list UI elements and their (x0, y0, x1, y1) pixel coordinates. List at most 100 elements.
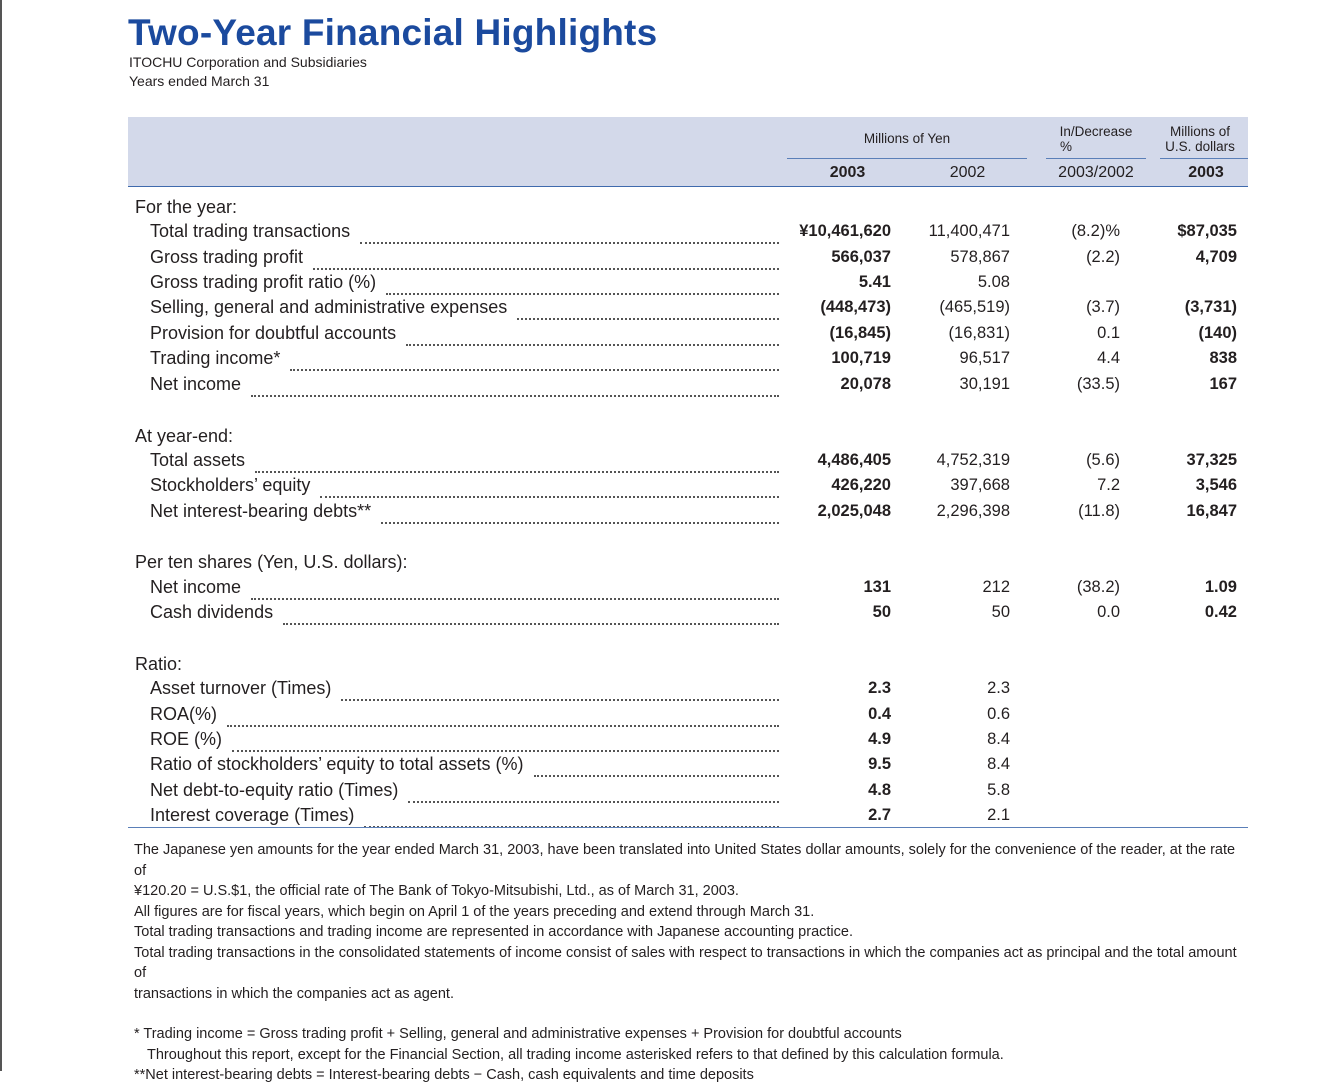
row-label: Gross trading profit (150, 247, 304, 267)
value-2002: 4,752,319 (936, 451, 1010, 469)
value-2003: 50 (872, 603, 891, 621)
value-usd: 3,546 (1195, 476, 1237, 494)
value-change: 0.1 (1097, 324, 1120, 342)
header-underline-change (1046, 158, 1146, 159)
dot-leader (251, 578, 779, 600)
value-2003: 566,037 (831, 248, 891, 266)
value-change: (11.8) (1078, 502, 1120, 520)
dot-leader (227, 705, 779, 727)
value-2003: 2.3 (868, 679, 891, 697)
value-2003: 2,025,048 (817, 502, 891, 520)
table-row: Provision for doubtful accounts (16,845) (… (150, 323, 1260, 346)
header-bottom-rule (128, 186, 1248, 187)
value-change: 7.2 (1097, 476, 1120, 494)
row-label: Provision for doubtful accounts (150, 323, 397, 343)
table-row: Cash dividends 50 50 0.0 0.42 (150, 602, 1260, 625)
notes-spacer (134, 1004, 1244, 1024)
dot-leader (290, 349, 779, 371)
value-2002: 397,668 (950, 476, 1010, 494)
value-2002: 2.1 (987, 806, 1010, 824)
value-2003: 4.8 (868, 781, 891, 799)
page-title: Two-Year Financial Highlights (128, 12, 658, 53)
value-usd: 16,847 (1186, 502, 1237, 520)
value-2003: 2.7 (868, 806, 891, 824)
header-usd-line2: U.S. dollars (1165, 139, 1235, 154)
row-label: Selling, general and administrative expe… (150, 297, 508, 317)
value-2003: 100,719 (831, 349, 891, 367)
dot-leader (232, 730, 779, 752)
footnote-net-debt: **Net interest-bearing debts = Interest-… (134, 1067, 754, 1083)
footnotes: The Japanese yen amounts for the year en… (134, 840, 1244, 1086)
period-caption: Years ended March 31 (129, 73, 270, 89)
table-bottom-rule (128, 827, 1248, 828)
value-2003: 0.4 (868, 705, 891, 723)
dot-leader (251, 375, 779, 397)
dot-leader (517, 298, 779, 320)
value-usd: 838 (1209, 349, 1237, 367)
value-2002: 578,867 (950, 248, 1010, 266)
value-change: (33.5) (1076, 375, 1120, 393)
company-name: ITOCHU Corporation and Subsidiaries (129, 54, 367, 70)
value-2003: (16,845) (829, 324, 891, 342)
table-row: Gross trading profit 566,037 578,867 (2.2) 4… (150, 247, 1260, 270)
note-fiscal-years: All figures are for fiscal years, which … (134, 903, 815, 920)
value-usd: 4,709 (1195, 248, 1237, 266)
value-2002: (465,519) (939, 298, 1010, 316)
table-row: Net income 131 212 (38.2) 1.09 (150, 577, 1260, 600)
header-underline-yen (787, 158, 1027, 159)
value-change: (3.7) (1086, 298, 1120, 316)
table-row: Ratio of stockholders’ equity to total a… (150, 754, 1260, 777)
value-2002: (16,831) (948, 324, 1010, 342)
table-header-band (128, 117, 1248, 186)
value-2003: (448,473) (820, 298, 891, 316)
table-row: Stockholders’ equity 426,220 397,668 7.2 3,5… (150, 475, 1260, 498)
page-left-border (0, 0, 2, 1071)
row-label: Total trading transactions (150, 221, 351, 241)
value-2002: 212 (982, 578, 1010, 596)
dot-leader (255, 451, 779, 473)
value-change: 0.0 (1097, 603, 1120, 621)
dot-leader (386, 273, 779, 295)
section-title-per-ten-shares: Per ten shares (Yen, U.S. dollars): (135, 552, 408, 572)
value-usd: 37,325 (1186, 451, 1237, 469)
header-increase-line1: In/Decrease (1059, 124, 1133, 139)
table-row: Gross trading profit ratio (%) 5.41 5.08 (150, 272, 1260, 295)
value-2003: 5.41 (858, 273, 891, 291)
row-label: Gross trading profit ratio (%) (150, 272, 377, 292)
dot-leader (406, 324, 779, 346)
row-label: Cash dividends (150, 602, 274, 622)
row-label: Asset turnover (Times) (150, 678, 332, 698)
row-label: ROE (%) (150, 729, 222, 749)
value-2003: 9.5 (868, 755, 891, 773)
dot-leader (381, 502, 779, 524)
value-2002: 11,400,471 (928, 222, 1010, 240)
row-label: Net income (150, 374, 242, 394)
value-usd: 0.42 (1204, 603, 1237, 621)
note-translation-1: The Japanese yen amounts for the year en… (134, 842, 1236, 879)
value-2002: 96,517 (959, 349, 1010, 367)
row-label: ROA(%) (150, 704, 217, 724)
section-title-for-the-year: For the year: (135, 197, 238, 217)
row-label: Total assets (150, 450, 246, 470)
header-millions-yen: Millions of Yen (863, 131, 951, 146)
value-2003: 426,220 (831, 476, 891, 494)
header-col-usd-2003: 2003 (1188, 164, 1224, 181)
header-col-2003: 2003 (829, 164, 866, 181)
footnote-trading-income: * Trading income = Gross trading profit … (134, 1026, 902, 1042)
note-accounting: Total trading transactions and trading i… (134, 924, 853, 940)
value-usd: (140) (1198, 324, 1237, 342)
value-2002: 8.4 (987, 755, 1010, 773)
row-label: Ratio of stockholders’ equity to total a… (150, 754, 524, 774)
value-2002: 2,296,398 (936, 502, 1010, 520)
row-label: Net debt-to-equity ratio (Times) (150, 780, 399, 800)
table-row: Net debt-to-equity ratio (Times) 4.8 5.8 (150, 780, 1260, 803)
section-title-ratio: Ratio: (135, 654, 183, 674)
value-2003: 4,486,405 (817, 451, 891, 469)
dot-leader (534, 755, 779, 777)
row-label: Stockholders’ equity (150, 475, 311, 495)
table-row: ROA(%) 0.4 0.6 (150, 704, 1260, 727)
dot-leader (320, 476, 779, 498)
value-2002: 2.3 (987, 679, 1010, 697)
value-usd: $87,035 (1177, 222, 1237, 240)
value-2002: 30,191 (959, 375, 1010, 393)
